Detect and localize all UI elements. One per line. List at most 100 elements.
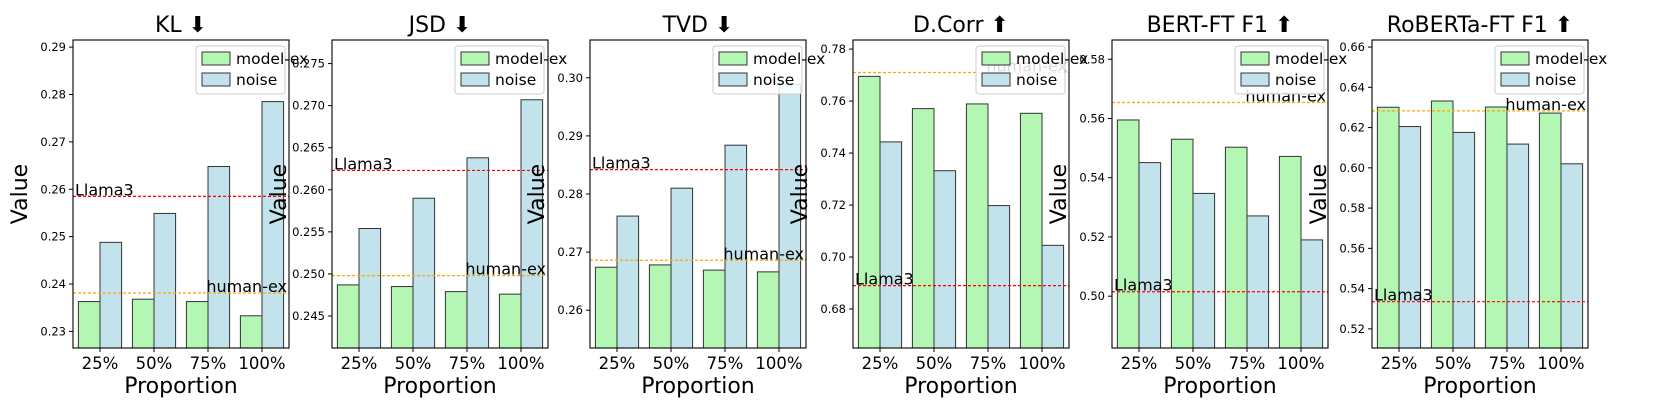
- bar-noise-75pct: [1506, 143, 1530, 348]
- plot-area: [1116, 119, 1324, 348]
- subplot-6: Llama3 human-ex 0.52 0.54 0.56 0.58 0.60 0.62 0.…: [1307, 13, 1607, 399]
- y-tick-label: 0.24: [40, 277, 66, 291]
- ref-label-human-ex: human-ex: [206, 277, 287, 296]
- bar-model-ex-50pct: [648, 264, 672, 348]
- bar-noise-100pct: [261, 101, 285, 348]
- y-tick-label: 0.260: [292, 183, 325, 197]
- axes-frame: [1371, 39, 1589, 349]
- legend-swatch-noise: [1240, 72, 1270, 87]
- x-tick-label: 75%: [1229, 354, 1266, 373]
- plot-area: [857, 75, 1065, 348]
- x-tick-label: 25%: [1381, 354, 1418, 373]
- bar-model-ex-50pct: [1170, 138, 1194, 348]
- x-axis-label: Proportion: [383, 374, 497, 399]
- y-tick-label: 0.52: [1339, 322, 1365, 336]
- x-tick-label: 100%: [1018, 354, 1065, 373]
- bar-noise-50pct: [1452, 131, 1476, 348]
- bar-noise-50pct: [412, 197, 436, 348]
- y-tick-label: 0.54: [1079, 171, 1105, 185]
- bar-noise-75pct: [207, 166, 231, 348]
- bar-model-ex-75pct: [185, 301, 209, 348]
- x-tick-label: 25%: [341, 354, 378, 373]
- subplot-title: D.Corr ⬆: [913, 13, 1009, 38]
- x-tick-label: 100%: [1277, 354, 1324, 373]
- y-tick-label: 0.54: [1339, 282, 1365, 296]
- x-tick-label: 75%: [707, 354, 744, 373]
- y-tick-label: 0.28: [557, 187, 583, 201]
- bar-model-ex-100pct: [756, 271, 780, 348]
- bar-noise-75pct: [1246, 215, 1270, 348]
- y-tick-label: 0.58: [1339, 201, 1365, 215]
- legend: model-ex noise: [1494, 45, 1607, 95]
- bar-model-ex-100pct: [1538, 112, 1562, 348]
- y-tick-label: 0.25: [40, 230, 66, 244]
- subplot-4: Llama3human-ex0.680.700.720.740.760.7825…: [788, 13, 1088, 399]
- bar-model-ex-50pct: [131, 298, 155, 348]
- axes-frame: [852, 39, 1070, 349]
- bar-model-ex-75pct: [965, 103, 989, 348]
- x-tick-label: 75%: [190, 354, 227, 373]
- y-tick-label: 0.28: [40, 87, 66, 101]
- bar-noise-25pct: [358, 228, 382, 348]
- legend-swatch-noise: [201, 72, 231, 87]
- bar-model-ex-100pct: [239, 315, 263, 348]
- y-tick-label: 0.52: [1079, 230, 1105, 244]
- y-axis-label: Value: [1307, 164, 1332, 224]
- x-tick-label: 25%: [862, 354, 899, 373]
- legend-label-noise: noise: [495, 71, 536, 89]
- x-tick-label: 75%: [1489, 354, 1526, 373]
- legend-swatch-noise: [981, 72, 1011, 87]
- legend-swatch-model-ex: [981, 51, 1011, 66]
- legend-swatch-noise: [460, 72, 490, 87]
- plot-area: [594, 83, 802, 348]
- bar-noise-50pct: [153, 212, 177, 348]
- legend-label-noise: noise: [1275, 71, 1316, 89]
- legend: model-ex noise: [1234, 45, 1347, 95]
- ref-label-llama3: Llama3: [592, 154, 651, 173]
- x-tick-label: 25%: [82, 354, 119, 373]
- bar-model-ex-75pct: [1484, 106, 1508, 348]
- legend-label-model-ex: model-ex: [236, 50, 308, 68]
- x-tick-label: 100%: [238, 354, 285, 373]
- subplot-title: BERT-FT F1 ⬆: [1147, 13, 1294, 38]
- subplot-2: Llama3 human-ex 0.245 0.250 0.255 0.260 0.265 0…: [267, 13, 567, 399]
- x-tick-label: 50%: [653, 354, 690, 373]
- x-tick-label: 50%: [1175, 354, 1212, 373]
- legend-label-noise: noise: [1016, 71, 1057, 89]
- subplot-title: RoBERTa-FT F1 ⬆: [1387, 13, 1573, 38]
- bar-model-ex-75pct: [1224, 146, 1248, 348]
- y-axis-label: Value: [788, 164, 813, 224]
- bar-model-ex-100pct: [1278, 155, 1302, 348]
- legend-swatch-model-ex: [1240, 51, 1270, 66]
- y-tick-label: 0.27: [40, 135, 66, 149]
- axes-frame: [331, 39, 549, 349]
- x-tick-label: 75%: [449, 354, 486, 373]
- x-tick-label: 100%: [1537, 354, 1584, 373]
- legend-swatch-noise: [718, 72, 748, 87]
- legend-label-noise: noise: [753, 71, 794, 89]
- legend-swatch-model-ex: [460, 51, 490, 66]
- legend-label-model-ex: model-ex: [495, 50, 567, 68]
- legend-swatch-model-ex: [1500, 51, 1530, 66]
- legend-label-model-ex: model-ex: [1535, 50, 1607, 68]
- subplot-title: TVD ⬇: [662, 13, 734, 38]
- plot-area: [77, 101, 285, 348]
- x-tick-label: 25%: [1121, 354, 1158, 373]
- y-tick-label: 0.27: [557, 245, 583, 259]
- subplot-1: Llama3 human-ex 0.23 0.24 0.25 0.26 0.27 0.28 0.…: [8, 13, 308, 399]
- y-tick-label: 0.56: [1339, 241, 1365, 255]
- y-tick-label: 0.76: [820, 94, 846, 108]
- bar-noise-25pct: [1398, 126, 1422, 348]
- bar-noise-25pct: [99, 241, 123, 348]
- legend-label-model-ex: model-ex: [1275, 50, 1347, 68]
- y-tick-label: 0.29: [40, 40, 66, 54]
- bar-noise-100pct: [1300, 239, 1324, 348]
- bar-noise-50pct: [933, 170, 957, 348]
- legend-swatch-noise: [1500, 72, 1530, 87]
- bar-model-ex-50pct: [1430, 100, 1454, 348]
- bar-model-ex-25pct: [857, 75, 881, 348]
- y-tick-label: 0.29: [557, 129, 583, 143]
- y-tick-label: 0.70: [820, 250, 846, 264]
